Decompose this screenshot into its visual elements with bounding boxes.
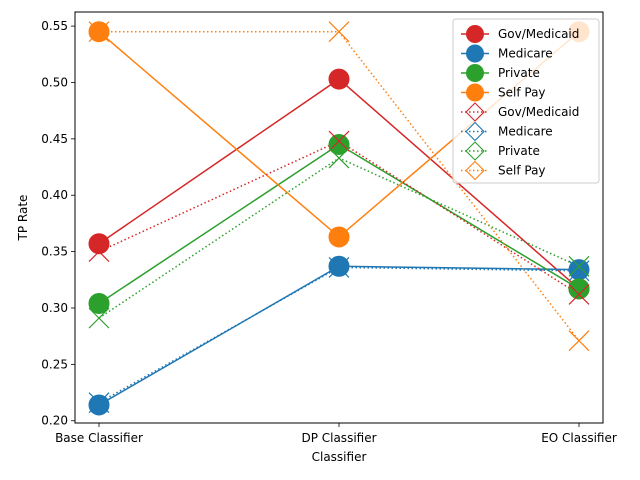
x-tick-label: EO Classifier <box>541 431 617 445</box>
legend-label: Self Pay <box>498 164 546 178</box>
legend-marker <box>466 83 484 102</box>
data-point <box>568 260 590 282</box>
data-point <box>568 284 590 305</box>
y-tick-label: 0.25 <box>41 357 68 371</box>
y-tick-label: 0.40 <box>41 188 68 202</box>
legend-label: Gov/Medicaid <box>498 27 579 41</box>
y-tick-label: 0.55 <box>41 19 68 33</box>
legend-label: Gov/Medicaid <box>498 105 579 119</box>
data-point <box>88 21 110 43</box>
legend-marker <box>465 102 485 122</box>
x-axis-label: Classifier <box>312 450 367 464</box>
data-point <box>328 133 350 155</box>
legend-label: Self Pay <box>498 86 546 100</box>
x-tick-label: DP Classifier <box>301 431 376 445</box>
legend-box <box>452 18 600 184</box>
legend-marker <box>465 141 485 161</box>
y-axis-label: TP Rate <box>16 195 30 242</box>
data-point <box>568 259 590 281</box>
x-tick-label: Base Classifier <box>55 431 143 445</box>
y-tick-label: 0.20 <box>41 414 68 428</box>
y-tick-label: 0.30 <box>41 301 68 315</box>
y-tick-label: 0.45 <box>41 132 68 146</box>
legend-marker <box>465 160 485 181</box>
data-point <box>568 255 590 277</box>
data-point <box>328 68 350 90</box>
data-point <box>88 241 110 263</box>
data-point <box>568 278 590 300</box>
data-point <box>328 147 350 169</box>
series-line <box>98 266 580 404</box>
legend-marker <box>466 44 484 63</box>
data-point <box>328 256 350 278</box>
y-tick-label: 0.50 <box>41 75 68 89</box>
legend-label: Medicare <box>498 47 553 61</box>
data-point <box>88 292 110 314</box>
legend-label: Private <box>498 66 540 80</box>
data-point <box>88 307 110 329</box>
data-point <box>328 130 350 152</box>
legend-label: Private <box>498 144 540 158</box>
legend-marker <box>465 121 485 142</box>
legend-label: Medicare <box>498 125 553 139</box>
y-tick-label: 0.35 <box>41 245 68 259</box>
data-point <box>328 226 350 248</box>
data-point <box>328 21 350 43</box>
data-point <box>568 330 590 352</box>
x-axis: Base Classifier DP Classifier EO Classifie… <box>55 423 617 445</box>
data-point <box>88 394 110 416</box>
data-point <box>328 255 350 277</box>
y-axis: 0.20 0.25 0.30 0.35 0.40 0.45 0.50 0.55 <box>41 19 75 428</box>
legend-marker <box>466 64 484 82</box>
legend: Gov/Medicaid Medicare Private Self Pay Gov/M… <box>452 18 600 184</box>
series-line <box>98 265 580 406</box>
data-point <box>88 392 110 414</box>
legend-marker <box>466 25 484 43</box>
data-point <box>88 233 110 255</box>
